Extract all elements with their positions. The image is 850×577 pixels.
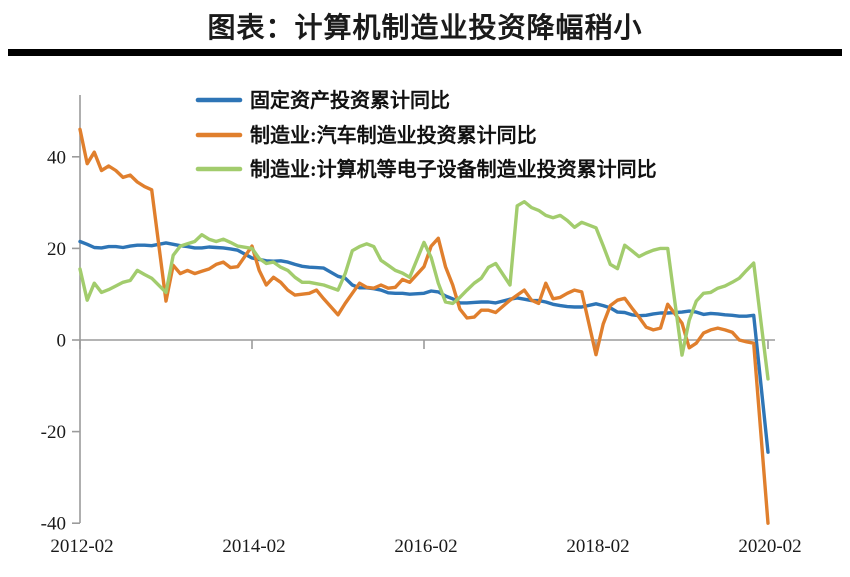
legend-label: 制造业:汽车制造业投资累计同比: [250, 123, 537, 147]
y-tick-label: 20: [47, 239, 66, 260]
x-tick-label: 2018-02: [566, 536, 629, 557]
y-tick-label: -40: [41, 514, 66, 535]
series-line-2: [78, 127, 770, 525]
x-tick-label: 2014-02: [222, 536, 285, 557]
x-tick-label: 2012-02: [50, 536, 113, 557]
y-tick-label: -20: [41, 422, 66, 443]
x-tick-label: 2020-02: [738, 536, 801, 557]
x-tick-label: 2016-02: [394, 536, 457, 557]
title-divider: [8, 49, 842, 56]
x-axis-ticks: 2012-02 2014-02 2016-02 2018-02 2020-02: [50, 340, 802, 557]
series-lines: [78, 127, 770, 525]
legend-label: 制造业:计算机等电子设备制造业投资累计同比: [250, 157, 657, 181]
series-line-3: [78, 199, 770, 381]
chart-title: 图表：计算机制造业投资降幅稍小: [207, 13, 643, 44]
y-axis-ticks: -40 -20 0 20 40: [41, 147, 80, 535]
series-line-1: [78, 239, 770, 454]
y-tick-label: 0: [57, 331, 67, 352]
legend-label: 固定资产投资累计同比: [250, 88, 450, 112]
legend: 固定资产投资累计同比制造业:汽车制造业投资累计同比制造业:计算机等电子设备制造业…: [195, 88, 657, 181]
y-tick-label: 40: [47, 147, 66, 168]
